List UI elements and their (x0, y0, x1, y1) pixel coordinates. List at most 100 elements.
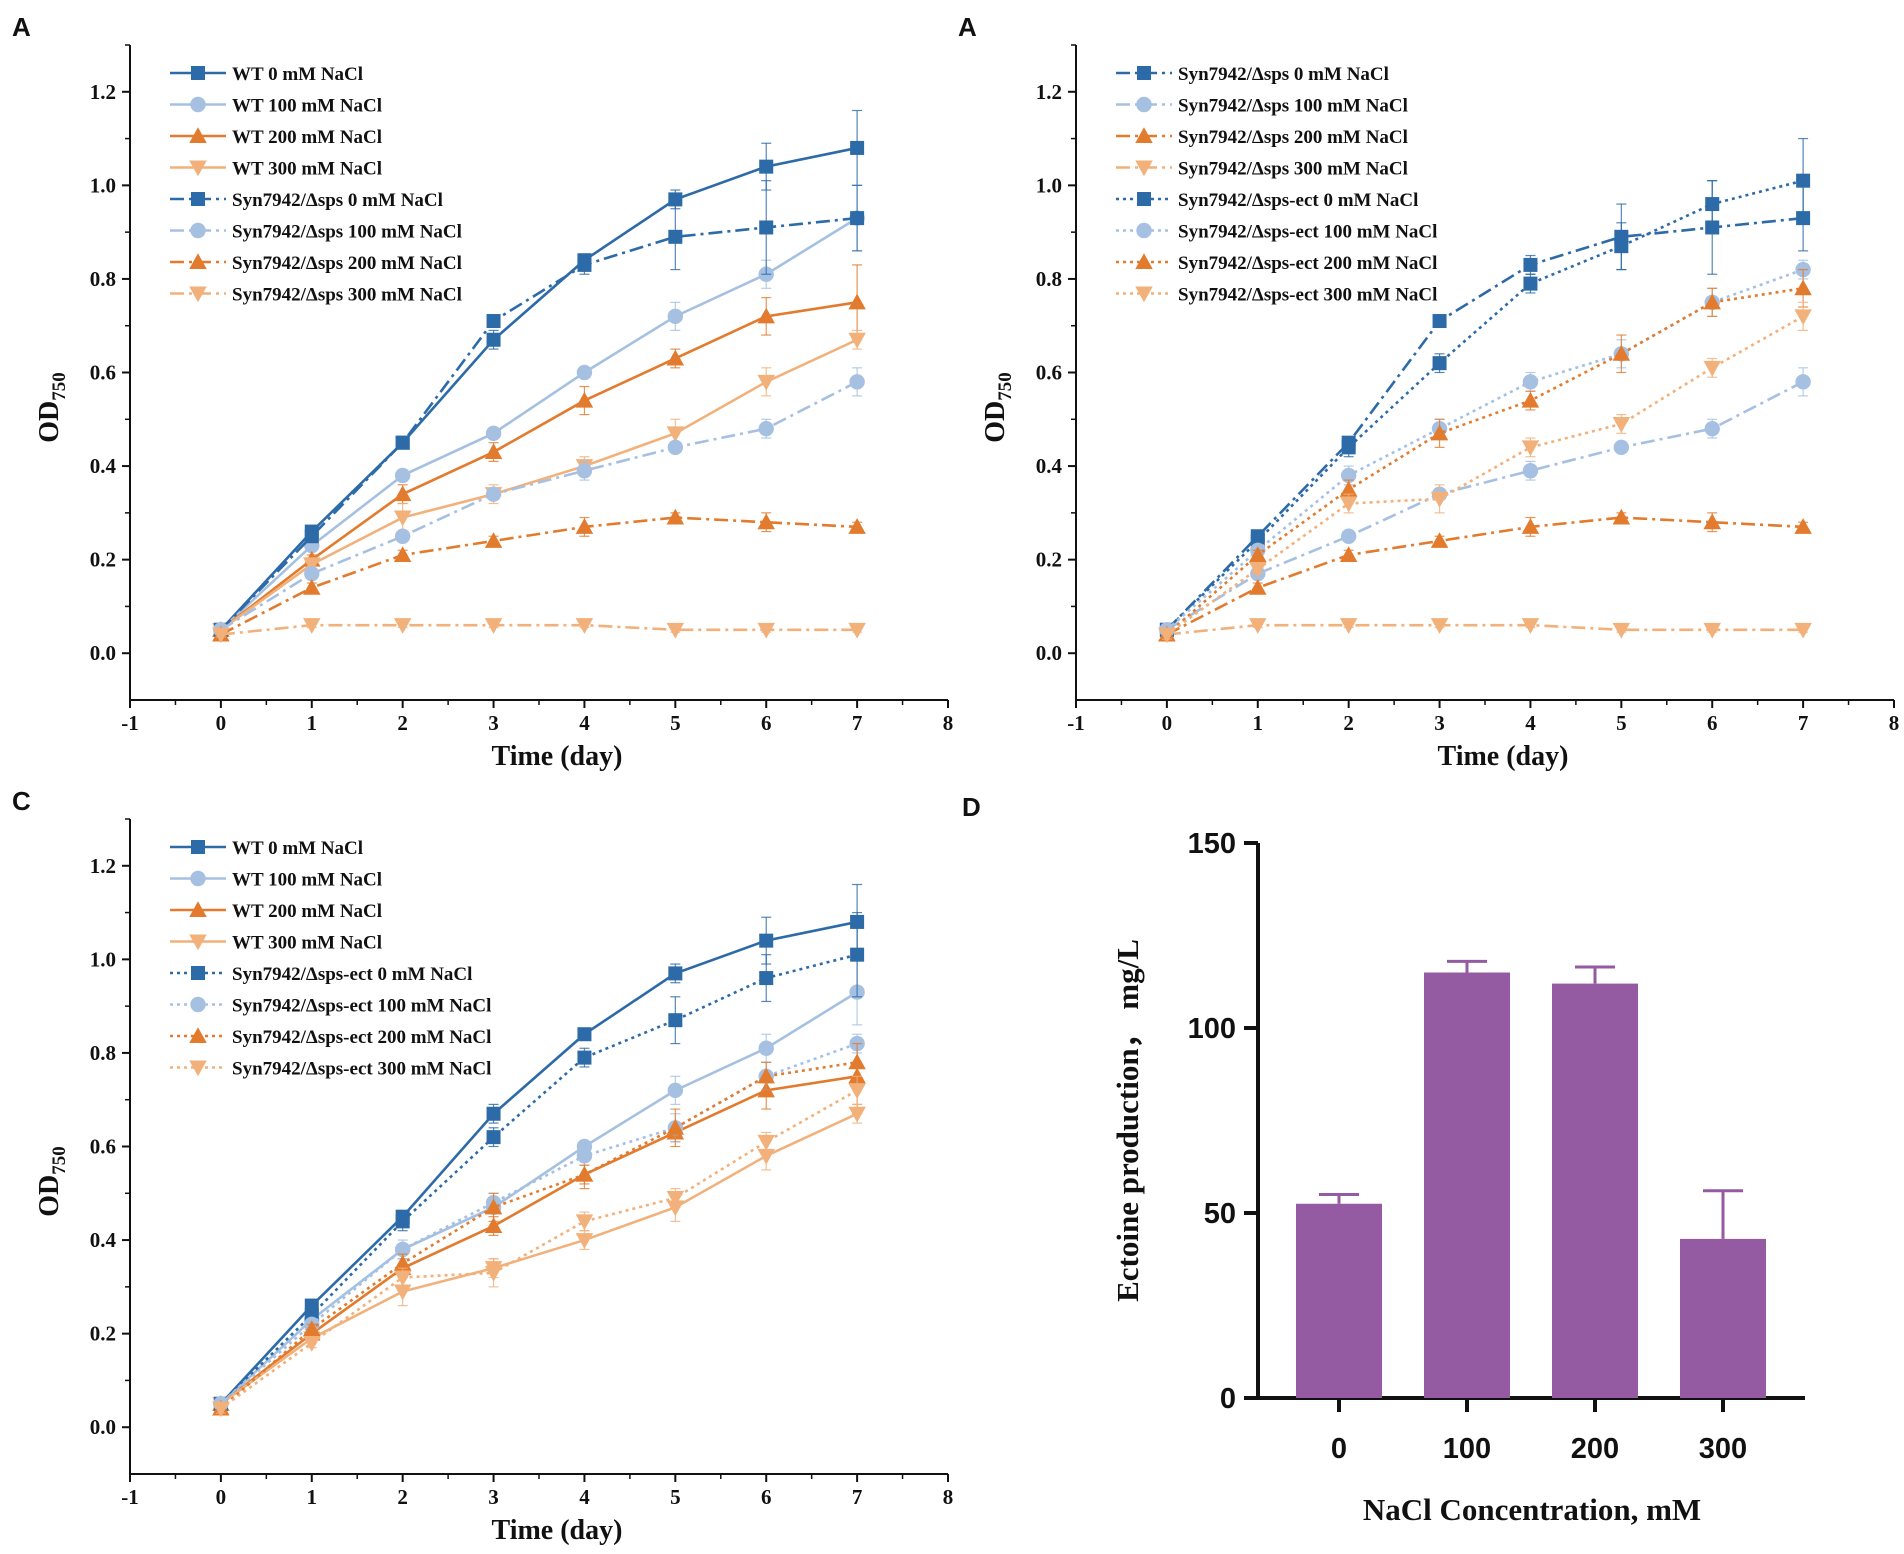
panel-a-right: A -1 0 1 2 3 4 5 6 7 8 0.0 0.2 0.4 0.6 0.8 1.0 1.2 Time (d… (958, 12, 1899, 772)
x-tick-label: 4 (1525, 711, 1536, 735)
legend-marker (189, 1027, 207, 1043)
legend-label: WT 0 mM NaCl (232, 838, 363, 859)
legend-label: Syn7942/Δsps 0 mM NaCl (1178, 64, 1389, 85)
legend-item: Syn7942/Δsps 0 mM NaCl (170, 190, 443, 211)
data-point (848, 332, 866, 349)
data-point (1249, 618, 1267, 634)
series-line (220, 991, 858, 1405)
data-point (575, 391, 594, 408)
data-point (393, 1254, 412, 1271)
data-point (303, 1336, 321, 1352)
series-syn7942-sps-300-mm-nacl (212, 618, 866, 644)
data-point (848, 622, 866, 639)
series-line (220, 217, 858, 631)
y-tick-label: 1.2 (90, 854, 116, 878)
legend-marker (1135, 253, 1153, 269)
data-point (848, 1083, 866, 1100)
data-point (393, 1270, 412, 1287)
series-syn7942-sps-ect-200-mm-nacl (212, 1042, 866, 1416)
data-point (304, 529, 319, 544)
x-tick-label: 7 (852, 711, 863, 735)
panel-a-left: A -1 0 1 2 3 4 5 6 7 8 0.0 0.2 0.4 0.6 0.8 1.0 1.2 Time (d… (12, 12, 953, 772)
x-tick-label: 6 (761, 711, 772, 735)
series-line (220, 623, 858, 636)
data-point (484, 1217, 503, 1234)
y-tick-label: 0.4 (90, 454, 117, 478)
x-axis-title: Time (day) (1438, 741, 1569, 772)
y-tick-label: 0.6 (1036, 361, 1062, 385)
series-line (220, 1075, 858, 1405)
legend-item: Syn7942/Δsps-ect 0 mM NaCl (170, 964, 472, 985)
series-syn7942-sps-ect-300-mm-nacl (212, 1075, 866, 1418)
data-point (666, 622, 685, 639)
y-tick-label: 0.8 (90, 1041, 116, 1065)
y-tick-label: 0.6 (90, 361, 116, 385)
data-point (668, 1013, 683, 1028)
legend-label: Syn7942/Δsps 0 mM NaCl (232, 190, 443, 211)
data-point (666, 1200, 685, 1217)
series-line (1166, 315, 1804, 636)
legend-label: WT 0 mM NaCl (232, 64, 363, 85)
data-point (576, 1148, 593, 1164)
x-tick-label: 200 (1571, 1433, 1619, 1465)
data-point (1703, 360, 1721, 377)
y-tick-label: 0.4 (90, 1228, 117, 1252)
legend-label: Syn7942/Δsps-ect 300 mM NaCl (232, 1059, 491, 1080)
legend-label: Syn7942/Δsps 300 mM NaCl (232, 285, 462, 306)
series-line (220, 380, 858, 631)
legend-marker (1136, 222, 1152, 239)
data-point (575, 518, 594, 534)
data-point (1612, 416, 1631, 433)
legend: WT 0 mM NaCl WT 100 mM NaCl WT 200 mM NaCl… (170, 64, 462, 306)
x-tick-label: 6 (761, 1485, 772, 1509)
data-point (757, 513, 775, 530)
data-point (1794, 309, 1812, 326)
legend-marker (190, 222, 206, 239)
legend-label: Syn7942/Δsps-ect 0 mM NaCl (1178, 190, 1418, 211)
data-point (485, 486, 502, 502)
legend-label: WT 200 mM NaCl (232, 901, 382, 922)
data-point (1339, 496, 1358, 513)
legend-item: Syn7942/Δsps-ect 200 mM NaCl (1116, 253, 1437, 274)
data-point (757, 1148, 775, 1165)
series-line (220, 338, 858, 631)
series-line (219, 953, 858, 1405)
y-tick-label: 0.2 (90, 1322, 116, 1346)
data-point (1249, 578, 1267, 595)
series-syn7942-sps-ect-300-mm-nacl (1158, 301, 1812, 644)
data-point (1432, 356, 1447, 371)
series-wt-200-mm-nacl (212, 1038, 866, 1411)
data-point (759, 220, 774, 235)
x-tick-label: 5 (670, 1485, 681, 1509)
data-point (486, 1130, 501, 1145)
series-syn7942-sps-100-mm-nacl (213, 367, 865, 638)
data-point (666, 349, 685, 366)
legend-marker (189, 934, 207, 951)
x-tick-label: 0 (1162, 711, 1173, 735)
bar (1680, 1238, 1766, 1398)
data-point (1703, 293, 1721, 310)
x-tick-label: 2 (1343, 711, 1354, 735)
panel-label: A (12, 12, 31, 42)
data-point (668, 192, 683, 207)
y-tick-label: 0.8 (1036, 267, 1062, 291)
y-tick-label: 0.2 (90, 548, 116, 572)
legend-item: WT 100 mM NaCl (170, 870, 382, 891)
data-point (577, 1027, 592, 1042)
data-point (1705, 197, 1720, 212)
y-tick-label: 1.2 (90, 80, 116, 104)
legend-item: Syn7942/Δsps-ect 300 mM NaCl (1116, 285, 1437, 306)
y-axis-title-main: OD (980, 401, 1011, 443)
data-point (1339, 618, 1358, 634)
legend-label: Syn7942/Δsps-ect 200 mM NaCl (1178, 253, 1437, 274)
x-tick-label: 7 (1798, 711, 1809, 735)
axes: -1 0 1 2 3 4 5 6 7 8 0.0 0.2 0.4 0.6 0.8 1.0 1.2 Time (da… (980, 44, 1899, 772)
data-point (1432, 314, 1447, 329)
legend-item: WT 200 mM NaCl (170, 127, 382, 148)
data-point (1612, 508, 1631, 525)
data-point (1339, 546, 1358, 562)
data-point (757, 1067, 775, 1084)
legend-marker (1135, 160, 1153, 177)
series-line (1166, 380, 1804, 631)
